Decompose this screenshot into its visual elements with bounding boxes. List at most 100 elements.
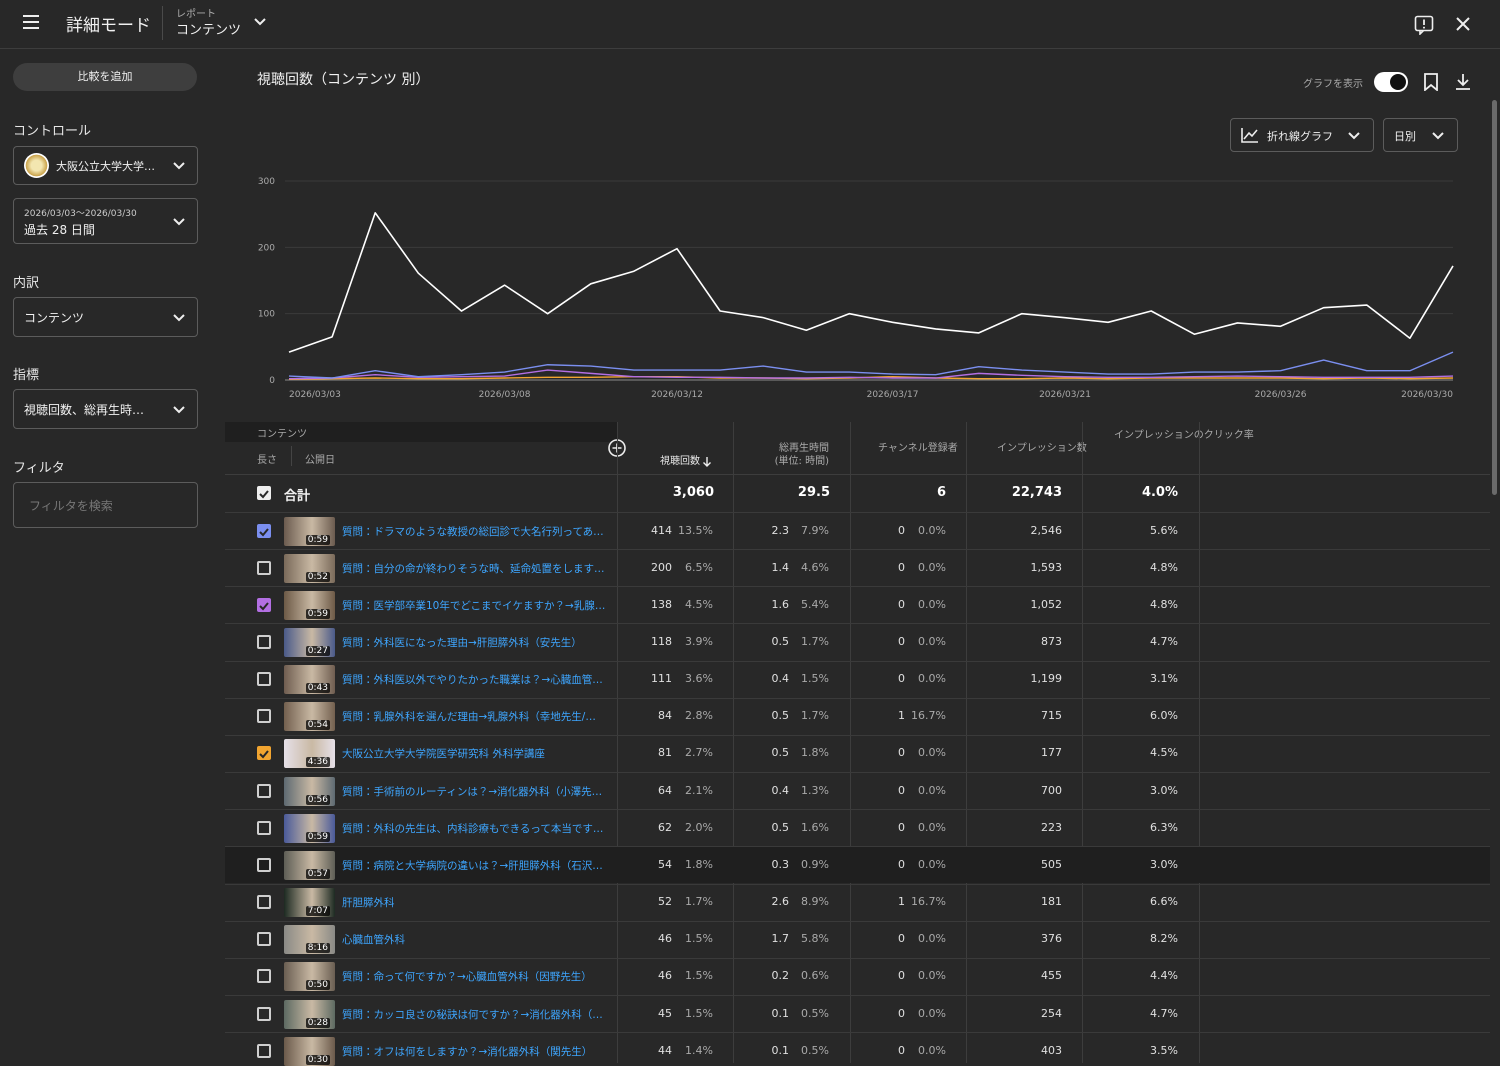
video-title[interactable]: 質問：医学部卒業10年でどこまでイケますか？→乳腺… — [342, 599, 606, 612]
menu-button[interactable] — [22, 14, 40, 30]
scrollbar[interactable] — [1492, 100, 1497, 495]
feedback-button[interactable] — [1414, 15, 1434, 35]
compare-button[interactable]: 比較を追加 — [13, 63, 197, 91]
checkbox[interactable] — [257, 1006, 271, 1021]
x-tick-label: 2026/03/26 — [1255, 390, 1307, 400]
checkbox[interactable] — [257, 746, 271, 761]
checkbox[interactable] — [257, 560, 271, 575]
filter-input[interactable]: フィルタを検索 — [13, 482, 198, 528]
chevron — [1432, 132, 1444, 140]
checkbox[interactable] — [257, 820, 271, 835]
ctr-header[interactable]: インプレッションのクリック率 — [1114, 430, 1254, 441]
subscribers-pct: 0.0% — [918, 560, 946, 574]
column-divider — [733, 422, 734, 1063]
checkbox[interactable] — [257, 783, 271, 798]
checkbox[interactable] — [257, 969, 271, 984]
published-header[interactable]: 公開日 — [305, 455, 335, 466]
column-divider — [850, 422, 851, 1063]
thumbnail[interactable]: 0:57 — [284, 850, 335, 880]
video-title[interactable]: 質問：外科医以外でやりたかった職業は？→心臓血管… — [342, 674, 603, 687]
bookmark-button[interactable] — [1423, 73, 1439, 91]
thumbnail[interactable]: 0:28 — [284, 999, 335, 1029]
impressions-header[interactable]: インプレッション数 — [997, 443, 1087, 454]
views-header[interactable]: 視聴回数 — [660, 456, 700, 467]
checkbox[interactable] — [257, 857, 271, 872]
thumbnail[interactable]: 0:30 — [284, 1036, 335, 1066]
thumbnail[interactable]: 4:36 — [284, 739, 335, 769]
video-title[interactable]: 大阪公立大学大学院医学研究科 外科学講座 — [342, 748, 545, 761]
subscribers-pct: 0.0% — [918, 969, 946, 983]
thumbnail[interactable]: 7:07 — [284, 888, 335, 918]
thumbnail[interactable]: 0:50 — [284, 962, 335, 992]
breakdown-select[interactable]: コンテンツ — [13, 297, 198, 337]
video-title[interactable]: 質問：オフは何をしますか？→消化器外科（関先生） — [342, 1045, 593, 1058]
subscribers-header[interactable]: チャンネル登録者 — [878, 443, 958, 454]
close-button[interactable] — [1456, 17, 1470, 31]
video-title[interactable]: 質問：手術前のルーティンは？→消化器外科（小澤先… — [342, 785, 603, 798]
checkbox[interactable] — [257, 523, 271, 538]
video-title[interactable]: 心臓血管外科 — [342, 934, 405, 947]
duration: 0:54 — [305, 720, 330, 731]
video-title[interactable]: 質問：ドラマのような教授の総回診で大名行列ってあ… — [342, 525, 604, 538]
granularity-select[interactable]: 日別 — [1383, 118, 1458, 152]
chart-type-select[interactable]: 折れ線グラフ — [1230, 118, 1374, 152]
report-name[interactable]: コンテンツ — [176, 23, 242, 38]
chart-type: 折れ線グラフ — [1267, 130, 1333, 143]
ctr: 4.4% — [1150, 969, 1178, 983]
thumbnail[interactable]: 0:59 — [284, 590, 335, 620]
views-pct: 2.8% — [685, 709, 713, 723]
video-title[interactable]: 質問：外科医になった理由→肝胆膵外科（安先生） — [342, 637, 582, 650]
show-graph-toggle[interactable] — [1374, 72, 1408, 92]
thumbnail[interactable]: 0:59 — [284, 516, 335, 546]
checkbox[interactable] — [257, 709, 271, 724]
video-title[interactable]: 質問：自分の命が終わりそうな時、延命処置をします… — [342, 562, 605, 575]
checkbox[interactable] — [257, 672, 271, 687]
views-pct: 1.8% — [685, 857, 713, 871]
thumbnail[interactable]: 0:52 — [284, 553, 335, 583]
thumbnail[interactable]: 0:56 — [284, 776, 335, 806]
length-header[interactable]: 長さ — [257, 455, 277, 466]
video-title[interactable]: 肝胆膵外科 — [342, 897, 395, 910]
report-dropdown[interactable] — [253, 15, 267, 29]
thumbnail[interactable]: 0:59 — [284, 813, 335, 843]
watch-time-header[interactable]: 総再生時間 (単位: 時間) — [745, 442, 829, 468]
checkbox[interactable] — [257, 635, 271, 650]
row-divider — [225, 846, 1490, 848]
subscribers-pct: 0.0% — [918, 597, 946, 611]
watch-time-pct: 1.6% — [801, 820, 829, 834]
video-title[interactable]: 質問：外科の先生は、内科診療もできるって本当です… — [342, 822, 604, 835]
row-divider — [225, 920, 1490, 922]
date-select[interactable]: 2026/03/03～2026/03/30 過去 28 日間 — [13, 198, 198, 244]
video-title[interactable]: 質問：カッコ良さの秘訣は何ですか？→消化器外科（… — [342, 1008, 603, 1021]
subscribers-pct: 0.0% — [918, 820, 946, 834]
channel-select[interactable]: 大阪公立大学大学… — [13, 146, 198, 185]
checkbox[interactable] — [257, 597, 271, 612]
checkbox[interactable] — [257, 895, 271, 910]
checkbox[interactable] — [257, 932, 271, 947]
thumbnail[interactable]: 0:54 — [284, 702, 335, 732]
row-divider — [225, 474, 1490, 475]
views: 81 — [658, 746, 672, 760]
column-divider — [966, 422, 967, 1063]
sort-icon — [703, 457, 711, 467]
thumbnail[interactable]: 8:16 — [284, 925, 335, 955]
thumbnail[interactable]: 0:27 — [284, 628, 335, 658]
chevron — [1348, 132, 1360, 140]
thumbnail[interactable]: 0:43 — [284, 665, 335, 695]
video-title[interactable]: 質問：命って何ですか？→心臓血管外科（因野先生） — [342, 971, 592, 984]
checkbox[interactable] — [257, 486, 271, 500]
views-pct: 1.5% — [685, 1006, 713, 1020]
views: 118 — [651, 635, 672, 649]
metrics-select[interactable]: 視聴回数、総再生時… — [13, 389, 198, 429]
subscribers: 0 — [898, 969, 905, 983]
impressions: 376 — [1041, 932, 1062, 946]
views-pct: 2.1% — [685, 783, 713, 797]
checkbox[interactable] — [257, 1043, 271, 1058]
subscribers-pct: 0.0% — [918, 1043, 946, 1057]
video-title[interactable]: 質問：病院と大学病院の違いは？→肝胆膵外科（石沢… — [342, 859, 603, 872]
x-tick-label: 2026/03/12 — [651, 390, 703, 400]
duration: 8:16 — [305, 943, 330, 954]
download-button[interactable] — [1455, 73, 1471, 91]
video-title[interactable]: 質問：乳腺外科を選んだ理由→乳腺外科（幸地先生/… — [342, 711, 596, 724]
